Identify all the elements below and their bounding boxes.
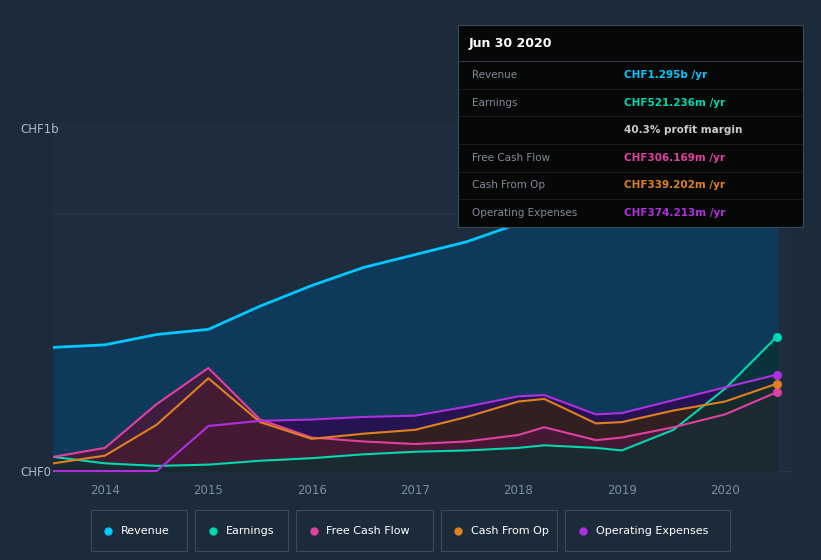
- Text: Cash From Op: Cash From Op: [471, 526, 549, 535]
- Text: CHF374.213m /yr: CHF374.213m /yr: [624, 208, 725, 218]
- Text: Earnings: Earnings: [226, 526, 274, 535]
- Text: Cash From Op: Cash From Op: [472, 180, 545, 190]
- Text: Revenue: Revenue: [122, 526, 170, 535]
- Point: [770, 332, 783, 341]
- Point: [770, 370, 783, 379]
- Text: Free Cash Flow: Free Cash Flow: [472, 153, 550, 163]
- Text: 40.3% profit margin: 40.3% profit margin: [624, 125, 742, 135]
- Text: Earnings: Earnings: [472, 97, 517, 108]
- Point: [770, 133, 783, 142]
- Text: Free Cash Flow: Free Cash Flow: [327, 526, 410, 535]
- Point: [770, 388, 783, 396]
- Text: Revenue: Revenue: [472, 70, 517, 80]
- Text: CHF521.236m /yr: CHF521.236m /yr: [624, 97, 725, 108]
- Text: CHF1.295b /yr: CHF1.295b /yr: [624, 70, 707, 80]
- Text: CHF0: CHF0: [20, 466, 51, 479]
- Text: CHF1b: CHF1b: [20, 123, 59, 136]
- Point: [770, 379, 783, 388]
- Text: Operating Expenses: Operating Expenses: [596, 526, 709, 535]
- Text: Operating Expenses: Operating Expenses: [472, 208, 577, 218]
- Text: Jun 30 2020: Jun 30 2020: [469, 36, 552, 50]
- Text: CHF306.169m /yr: CHF306.169m /yr: [624, 153, 725, 163]
- Text: CHF339.202m /yr: CHF339.202m /yr: [624, 180, 725, 190]
